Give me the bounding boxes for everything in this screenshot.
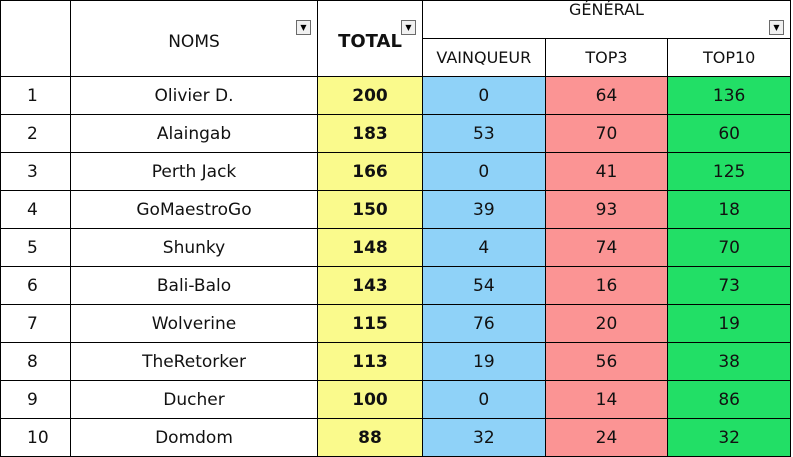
table-row: 5 Shunky 148 4 74 70: [0, 228, 791, 267]
top10-cell[interactable]: 38: [667, 342, 791, 381]
top3-cell[interactable]: 24: [544, 418, 669, 457]
top3-cell[interactable]: 41: [544, 152, 669, 191]
vainqueur-cell[interactable]: 0: [422, 380, 546, 419]
vainqueur-cell[interactable]: 53: [422, 114, 546, 153]
name-cell[interactable]: Domdom: [70, 418, 318, 457]
top10-cell[interactable]: 125: [667, 152, 791, 191]
rank-cell[interactable]: 5: [0, 228, 71, 267]
vainqueur-cell[interactable]: 0: [422, 76, 546, 115]
table-row: 9 Ducher 100 0 14 86: [0, 380, 791, 419]
table-row: 7 Wolverine 115 76 20 19: [0, 304, 791, 343]
name-cell[interactable]: TheRetorker: [70, 342, 318, 381]
rank-cell[interactable]: 3: [0, 152, 71, 191]
table-row: 1 Olivier D. 200 0 64 136: [0, 76, 791, 115]
total-header-cell: TOTAL ▼: [317, 0, 423, 77]
table-row: 6 Bali-Balo 143 54 16 73: [0, 266, 791, 305]
general-filter-dropdown-icon[interactable]: ▼: [769, 20, 784, 35]
top10-cell[interactable]: 70: [667, 228, 791, 267]
total-cell[interactable]: 150: [317, 190, 423, 229]
vainqueur-cell[interactable]: 4: [422, 228, 546, 267]
total-header-label: TOTAL: [338, 31, 402, 52]
name-cell[interactable]: Alaingab: [70, 114, 318, 153]
rank-cell[interactable]: 10: [0, 418, 71, 457]
rank-cell[interactable]: 2: [0, 114, 71, 153]
total-cell[interactable]: 166: [317, 152, 423, 191]
noms-header-label: NOMS: [168, 31, 220, 52]
vainqueur-cell[interactable]: 39: [422, 190, 546, 229]
rank-cell[interactable]: 4: [0, 190, 71, 229]
top10-cell[interactable]: 19: [667, 304, 791, 343]
top3-cell[interactable]: 74: [544, 228, 669, 267]
top3-cell[interactable]: 64: [544, 76, 669, 115]
total-cell[interactable]: 200: [317, 76, 423, 115]
total-filter-dropdown-icon[interactable]: ▼: [401, 20, 416, 35]
name-cell[interactable]: Shunky: [70, 228, 318, 267]
top3-cell[interactable]: 20: [544, 304, 669, 343]
table-row: 4 GoMaestroGo 150 39 93 18: [0, 190, 791, 229]
top10-cell[interactable]: 86: [667, 380, 791, 419]
vainqueur-cell[interactable]: 0: [422, 152, 546, 191]
total-cell[interactable]: 113: [317, 342, 423, 381]
general-header-label: GÉNÉRAL: [569, 0, 644, 19]
total-cell[interactable]: 143: [317, 266, 423, 305]
noms-header-cell: NOMS ▼: [70, 0, 318, 77]
vainqueur-cell[interactable]: 19: [422, 342, 546, 381]
vainqueur-cell[interactable]: 54: [422, 266, 546, 305]
top3-header-cell: TOP3: [544, 38, 669, 77]
name-cell[interactable]: Wolverine: [70, 304, 318, 343]
ranking-table-body: 1 Olivier D. 200 0 64 136 2 Alaingab 183…: [0, 76, 791, 457]
general-header-cell: GÉNÉRAL ▼: [422, 0, 791, 39]
vainqueur-cell[interactable]: 32: [422, 418, 546, 457]
total-cell[interactable]: 115: [317, 304, 423, 343]
top3-cell[interactable]: 93: [544, 190, 669, 229]
rank-cell[interactable]: 6: [0, 266, 71, 305]
rank-cell[interactable]: 1: [0, 76, 71, 115]
rank-header-cell: [0, 0, 71, 77]
top10-cell[interactable]: 32: [667, 418, 791, 457]
top3-cell[interactable]: 70: [544, 114, 669, 153]
top10-cell[interactable]: 73: [667, 266, 791, 305]
vainqueur-cell[interactable]: 76: [422, 304, 546, 343]
top3-cell[interactable]: 56: [544, 342, 669, 381]
table-row: 3 Perth Jack 166 0 41 125: [0, 152, 791, 191]
rank-cell[interactable]: 9: [0, 380, 71, 419]
name-cell[interactable]: Ducher: [70, 380, 318, 419]
rank-cell[interactable]: 8: [0, 342, 71, 381]
table-row: 8 TheRetorker 113 19 56 38: [0, 342, 791, 381]
top10-cell[interactable]: 60: [667, 114, 791, 153]
top3-cell[interactable]: 14: [544, 380, 669, 419]
top3-cell[interactable]: 16: [544, 266, 669, 305]
name-cell[interactable]: Bali-Balo: [70, 266, 318, 305]
top10-cell[interactable]: 136: [667, 76, 791, 115]
total-cell[interactable]: 88: [317, 418, 423, 457]
total-cell[interactable]: 148: [317, 228, 423, 267]
vainqueur-header-cell: VAINQUEUR: [422, 38, 546, 77]
table-row: 2 Alaingab 183 53 70 60: [0, 114, 791, 153]
total-cell[interactable]: 100: [317, 380, 423, 419]
rank-cell[interactable]: 7: [0, 304, 71, 343]
top10-header-cell: TOP10: [667, 38, 791, 77]
name-cell[interactable]: Olivier D.: [70, 76, 318, 115]
top10-cell[interactable]: 18: [667, 190, 791, 229]
name-cell[interactable]: Perth Jack: [70, 152, 318, 191]
total-cell[interactable]: 183: [317, 114, 423, 153]
noms-filter-dropdown-icon[interactable]: ▼: [296, 20, 311, 35]
table-row: 10 Domdom 88 32 24 32: [0, 418, 791, 457]
name-cell[interactable]: GoMaestroGo: [70, 190, 318, 229]
